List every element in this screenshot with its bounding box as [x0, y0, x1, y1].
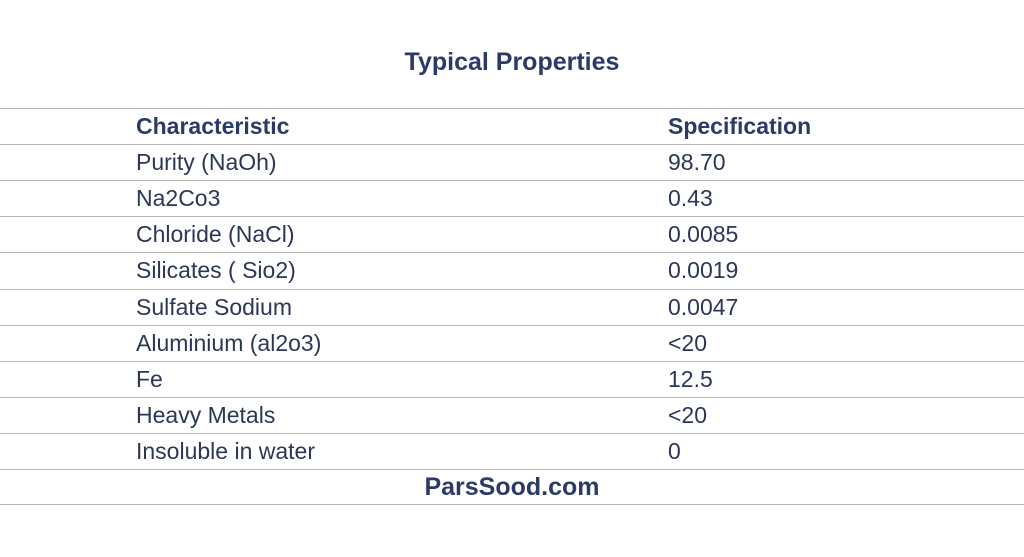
table-cell: 12.5	[668, 365, 713, 392]
table-row: Aluminium (al2o3) <20	[0, 324, 1024, 361]
table-cell: 0	[668, 437, 681, 464]
table-row: Insoluble in water 0	[0, 432, 1024, 469]
table-row: Silicates ( Sio2) 0.0019	[0, 252, 1024, 288]
table-cell: 0.43	[668, 185, 713, 212]
table-title: Typical Properties	[404, 48, 620, 76]
table-row: Fe 12.5	[0, 360, 1024, 397]
table-row: Na2Co3 0.43	[0, 180, 1024, 216]
footer: ParsSood.com	[0, 469, 1024, 505]
table-cell: 0.0019	[668, 257, 739, 284]
table-cell: Insoluble in water	[136, 437, 315, 464]
table-cell: Sulfate Sodium	[136, 293, 292, 320]
table-cell: 98.70	[668, 149, 726, 176]
table-cell: Purity (NaOh)	[136, 149, 277, 176]
table-cell: Heavy Metals	[136, 401, 276, 428]
table-row: Heavy Metals <20	[0, 396, 1024, 433]
header-row: Characteristic Specification	[0, 108, 1024, 144]
table-row: Chloride (NaCl) 0.0085	[0, 216, 1024, 252]
table-cell: 0.0047	[668, 293, 739, 320]
table-row: Sulfate Sodium 0.0047	[0, 288, 1024, 325]
table-cell: Na2Co3	[136, 185, 221, 212]
table-cell: 0.0085	[668, 221, 739, 248]
table-row: Purity (NaOh) 98.70	[0, 144, 1024, 180]
table-cell: Fe	[136, 365, 163, 392]
table-cell: Chloride (NaCl)	[136, 221, 295, 248]
column-header: Characteristic	[136, 113, 290, 139]
column-header: Specification	[668, 113, 812, 139]
table-cell: Silicates ( Sio2)	[136, 257, 296, 284]
table-cell: <20	[668, 329, 708, 356]
table-cell: <20	[668, 401, 708, 428]
table-cell: Aluminium (al2o3)	[136, 329, 322, 356]
